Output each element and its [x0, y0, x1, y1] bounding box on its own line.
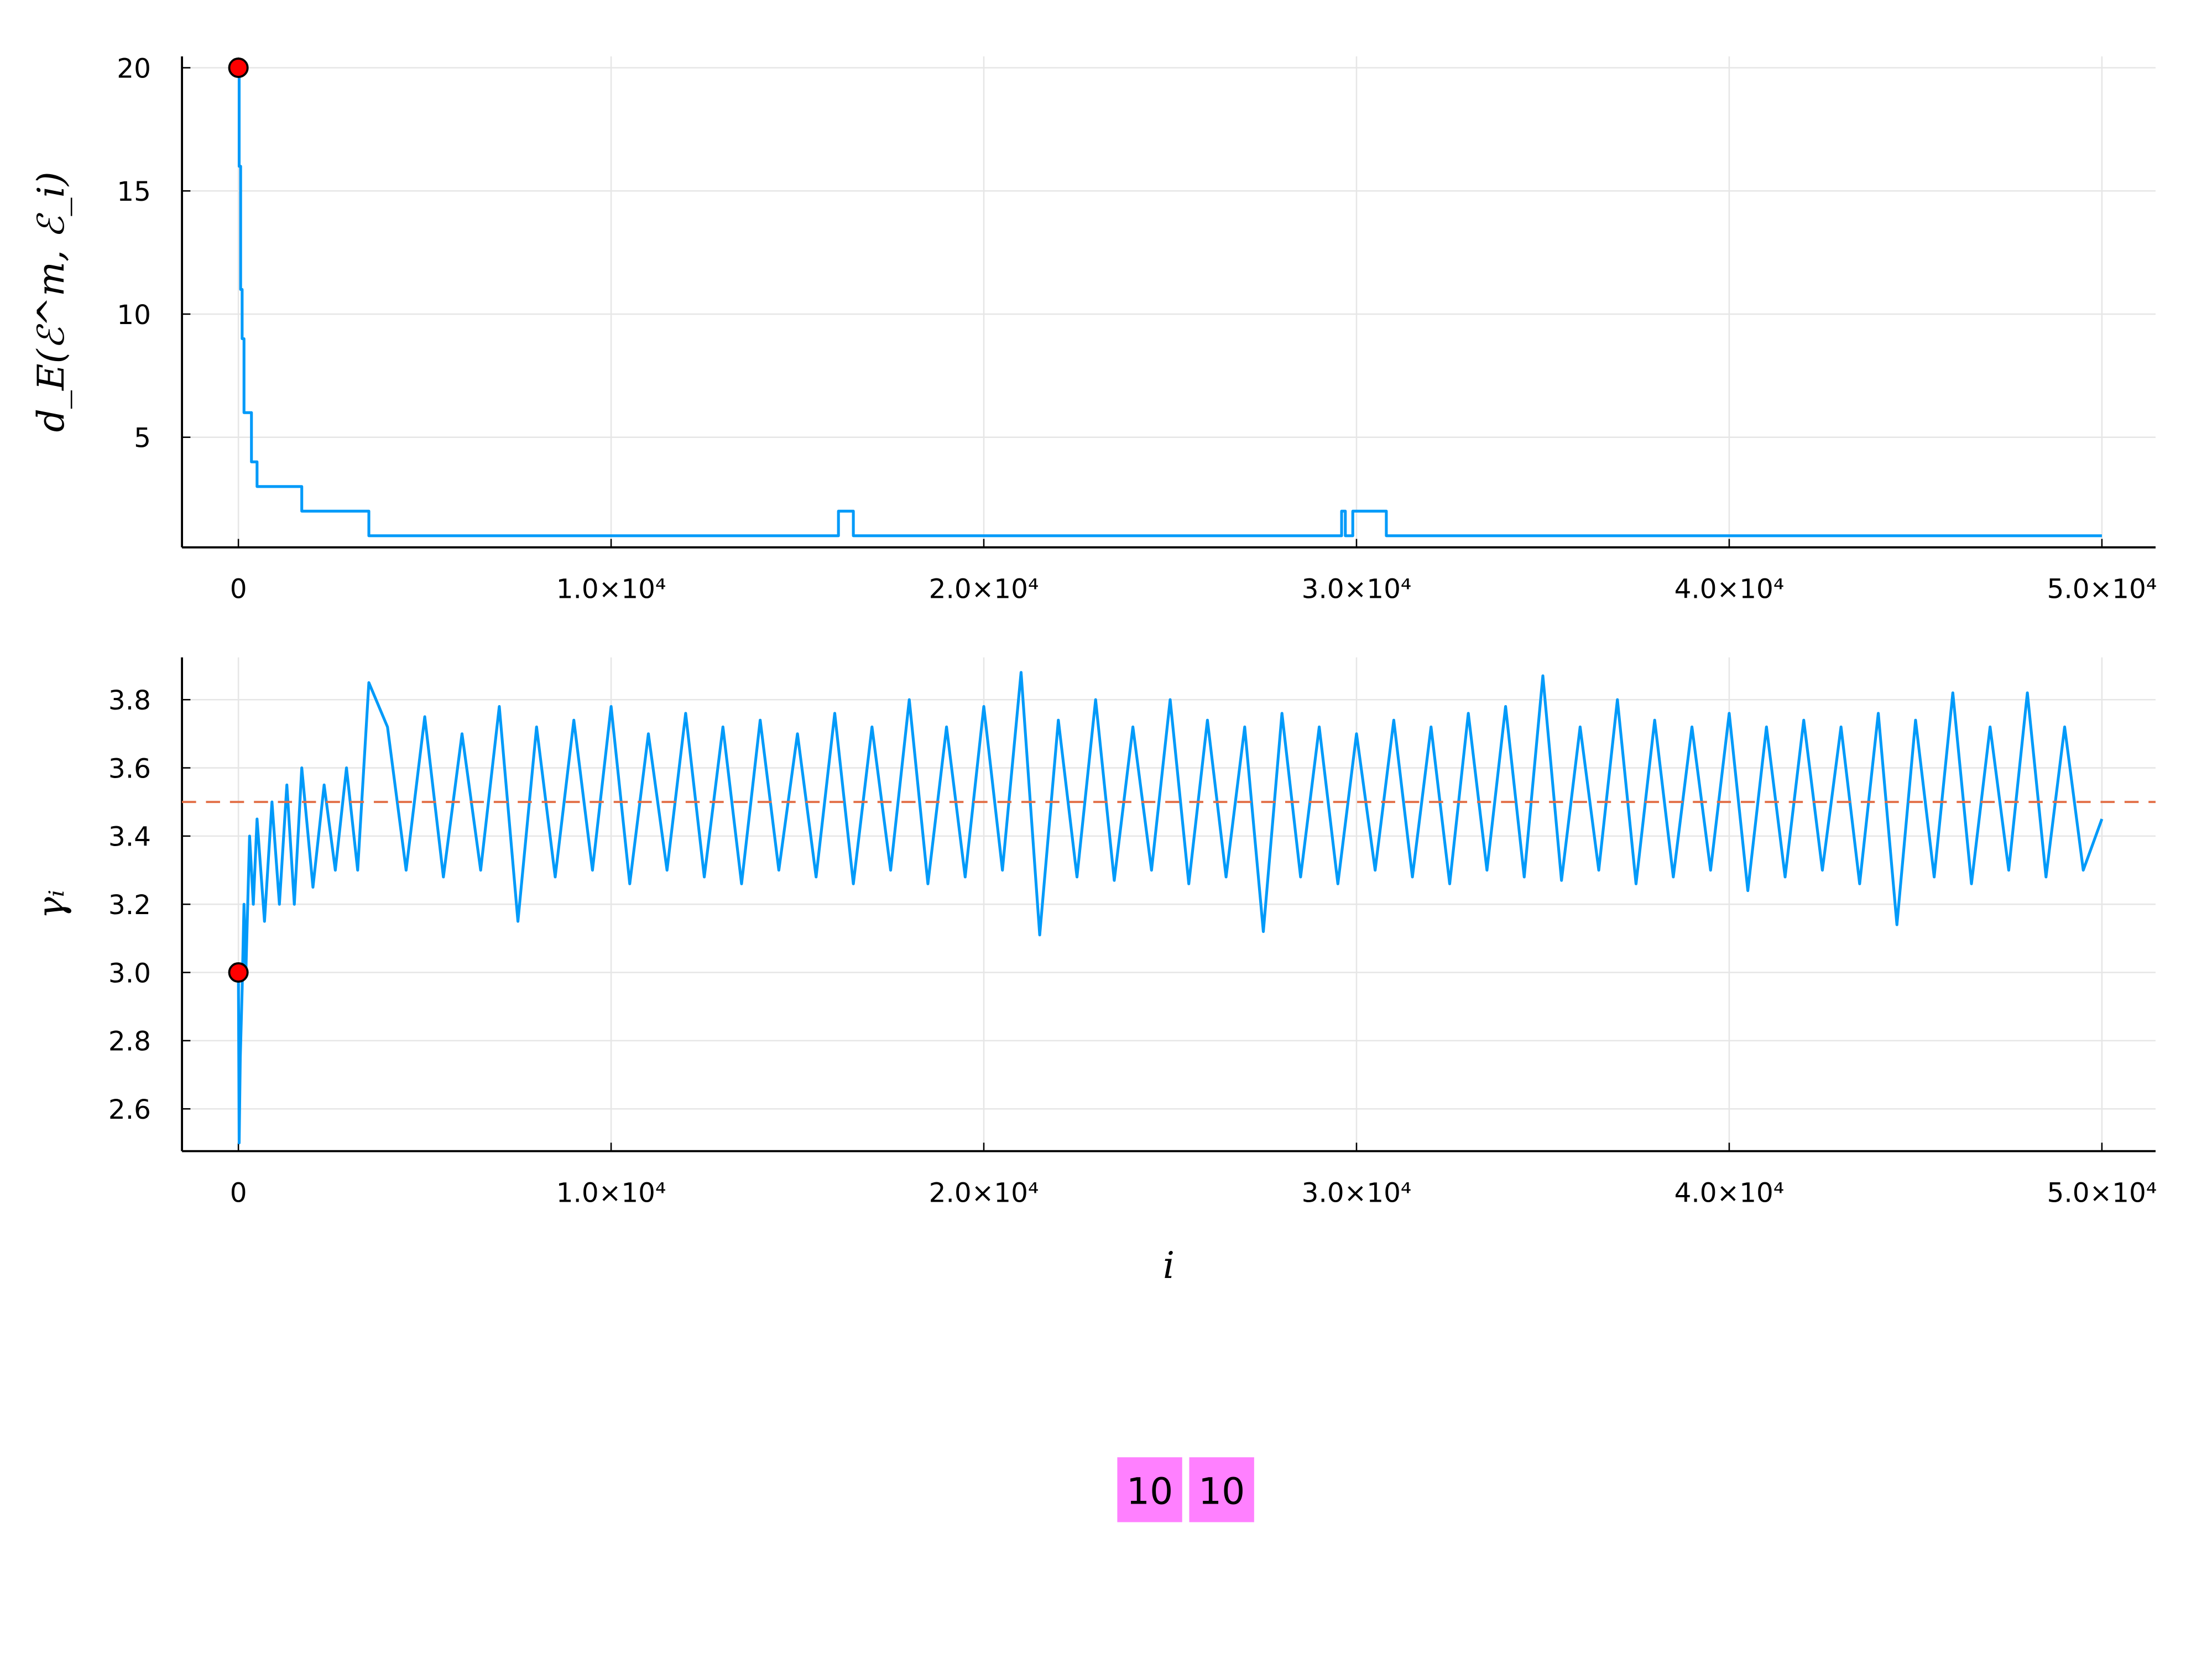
- x-tick-label: 3.0×10⁴: [1302, 1177, 1412, 1208]
- y-tick-label: 3.8: [108, 685, 151, 716]
- y-tick-label: 2.8: [108, 1026, 151, 1057]
- y-tick-label: 3.0: [108, 958, 151, 989]
- x-tick-label: 3.0×10⁴: [1302, 574, 1412, 605]
- badge-label: 10: [1198, 1469, 1245, 1512]
- x-tick-label: 0: [230, 574, 247, 605]
- y-tick-label: 3.2: [108, 890, 151, 921]
- badge: [1189, 1457, 1254, 1522]
- y-tick-label: 5: [134, 423, 151, 454]
- x-tick-label: 1.0×10⁴: [556, 1177, 666, 1208]
- marker: [228, 962, 249, 983]
- x-tick-label: 2.0×10⁴: [929, 574, 1039, 605]
- series-line: [237, 66, 2102, 538]
- y-tick-label: 20: [117, 53, 151, 84]
- x-tick-label: 5.0×10⁴: [2047, 574, 2157, 605]
- y-axis-label: γᵢ: [29, 890, 72, 919]
- marker: [228, 58, 249, 79]
- x-tick-label: 0: [230, 1177, 247, 1208]
- x-tick-label: 4.0×10⁴: [1674, 1177, 1785, 1208]
- y-axis-label: d_E(ℰ^m, ℰ_i): [29, 171, 72, 432]
- x-axis-label: i: [1163, 1244, 1175, 1287]
- x-tick-label: 5.0×10⁴: [2047, 1177, 2157, 1208]
- x-tick-label: 2.0×10⁴: [929, 1177, 1039, 1208]
- y-tick-label: 2.6: [108, 1094, 151, 1125]
- y-tick-label: 3.6: [108, 753, 151, 784]
- y-tick-label: 10: [117, 300, 151, 331]
- y-tick-label: 3.4: [108, 822, 151, 853]
- x-tick-label: 4.0×10⁴: [1674, 574, 1785, 605]
- series-line: [237, 671, 2104, 1145]
- y-tick-label: 15: [117, 176, 151, 207]
- badge-label: 10: [1126, 1469, 1173, 1512]
- badge: [1117, 1457, 1182, 1522]
- x-tick-label: 1.0×10⁴: [556, 574, 666, 605]
